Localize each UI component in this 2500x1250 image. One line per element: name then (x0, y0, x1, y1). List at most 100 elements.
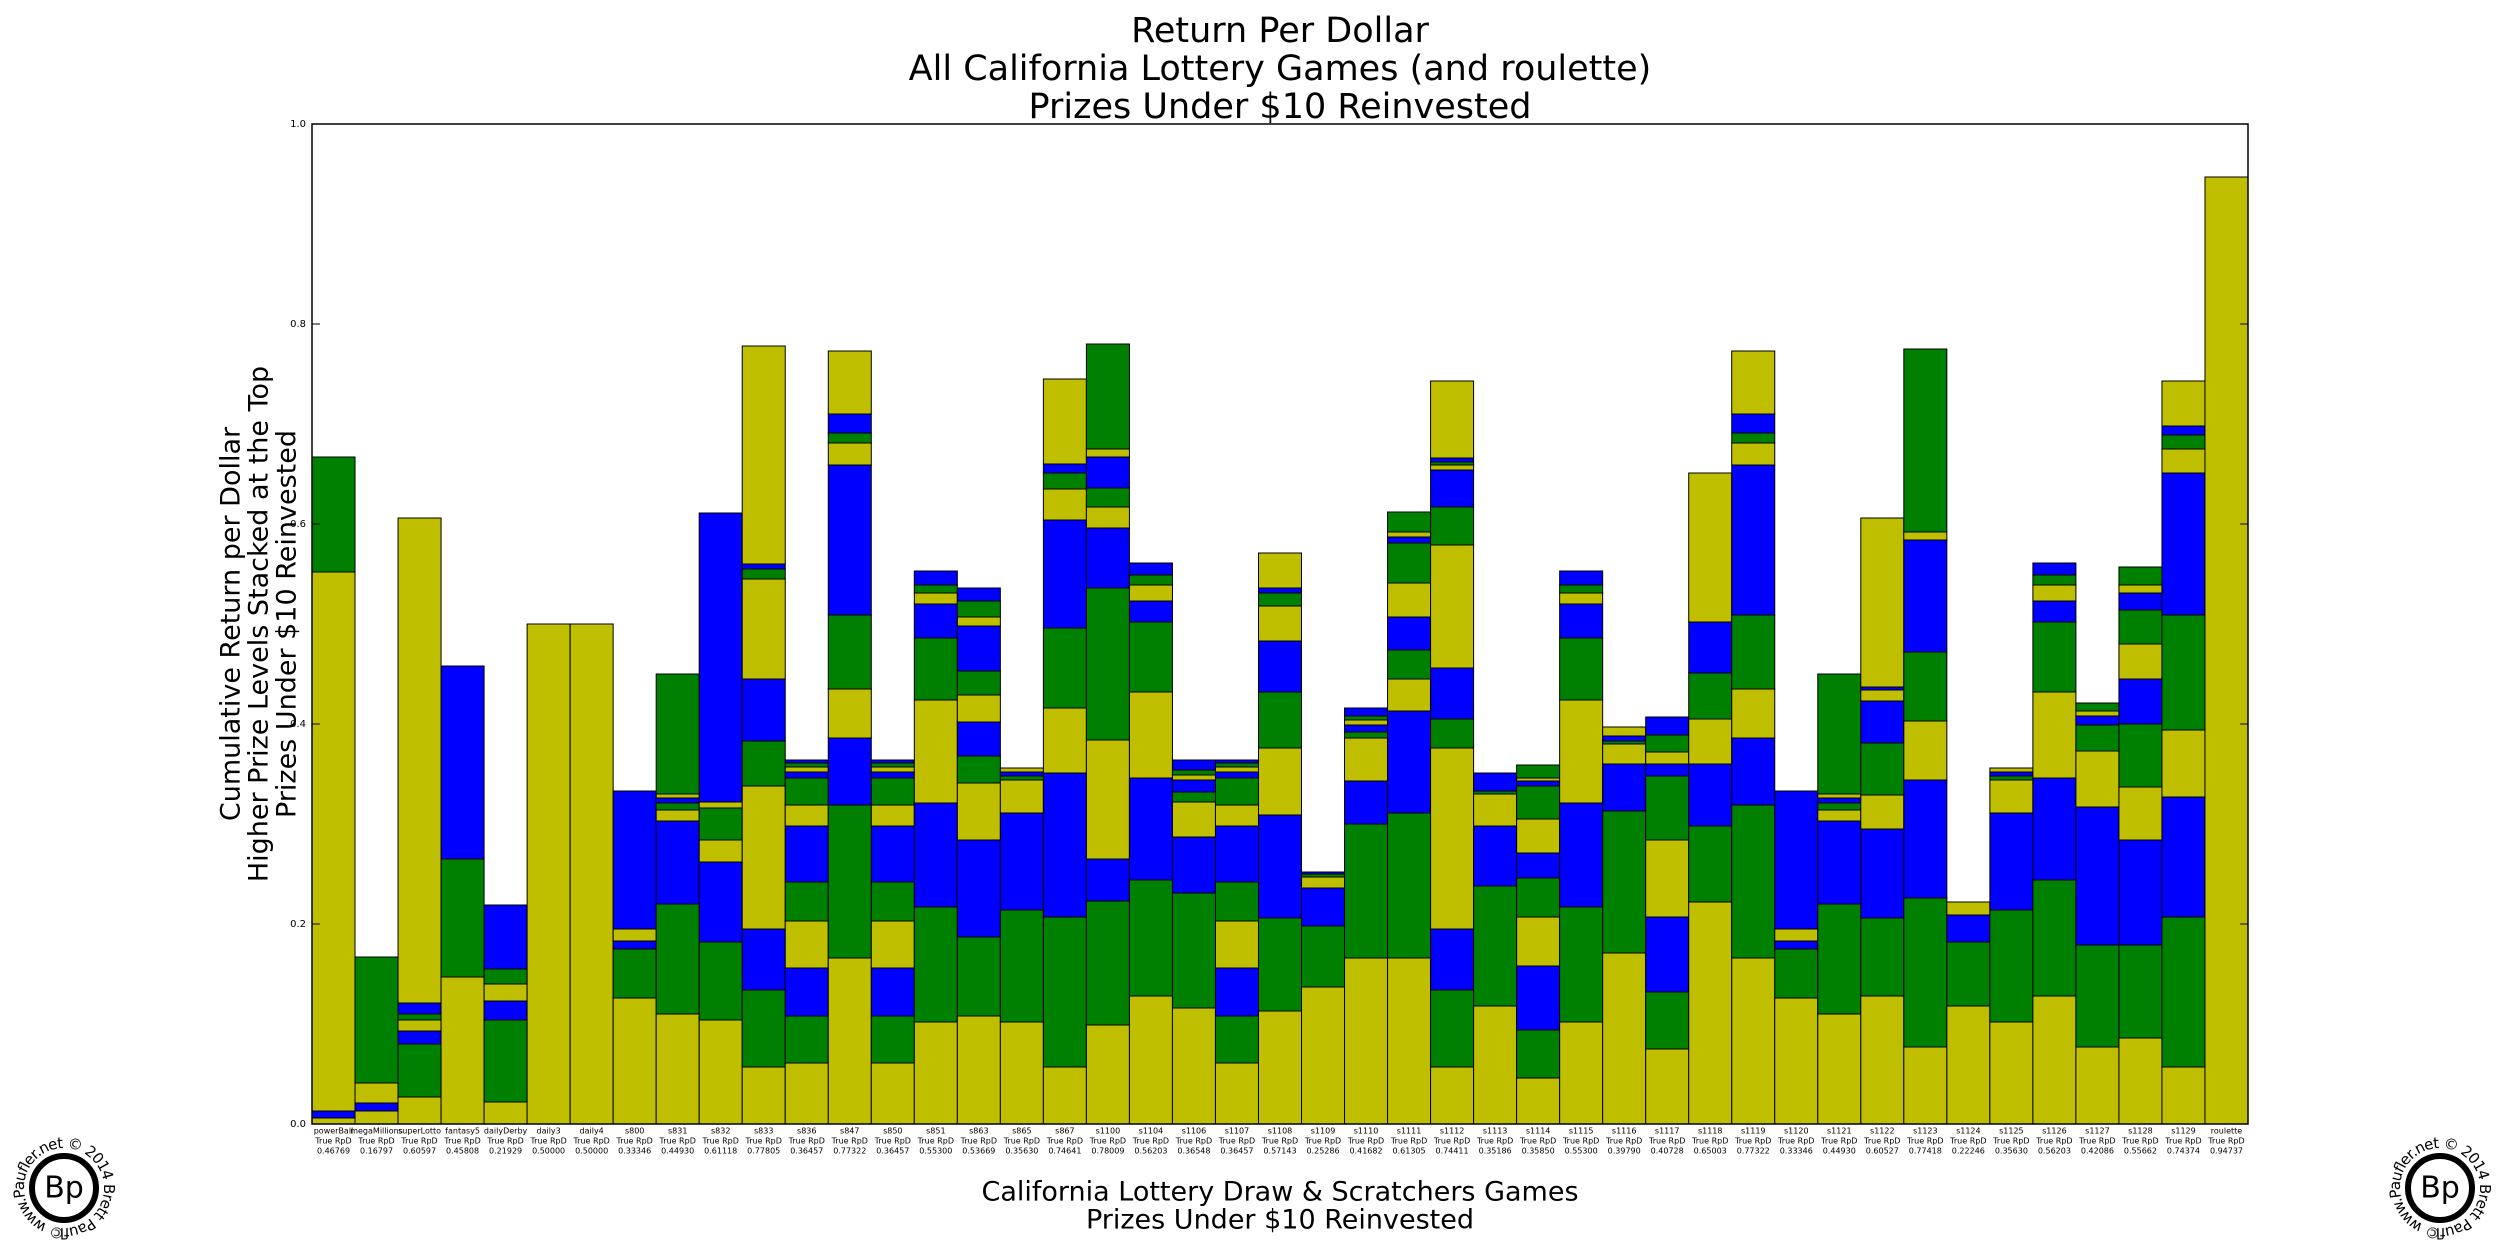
bar-segment (913, 802, 958, 908)
bar-segment (440, 858, 485, 978)
bar-segment (784, 762, 829, 768)
bar-segment (2161, 796, 2206, 918)
x-tick-value: 0.74641 (1048, 1147, 1081, 1156)
bar-segment (1257, 552, 1303, 589)
bar-segment (827, 413, 872, 434)
bar-segment (870, 881, 915, 922)
bar-segment (1645, 763, 1690, 777)
bar-segment (1516, 818, 1561, 854)
x-tick-caption: True RpD (572, 1137, 609, 1146)
bar-segment (2032, 691, 2077, 779)
bar-segment (1860, 828, 1905, 919)
x-tick-caption: True RpD (1476, 1137, 1513, 1146)
bar-segment (1602, 952, 1647, 1125)
watermark-ring: © www.Paufler.net © 2014 Brett Paufler (0, 0, 119, 1243)
bar-segment (1516, 916, 1561, 967)
bar-segment (1042, 472, 1087, 490)
x-tick-value: 0.46769 (317, 1147, 350, 1156)
bar-segment (612, 948, 657, 999)
bar-segment (741, 578, 786, 680)
bar-segment (1774, 940, 1819, 950)
bar-segment (1989, 775, 2034, 781)
x-tick-label: s831 (668, 1127, 687, 1136)
bar-segment (1645, 775, 1690, 841)
bar-segment (1903, 651, 1948, 722)
bar-segment (1042, 519, 1087, 629)
bar-segment (1128, 691, 1173, 779)
bar-segment (741, 345, 786, 565)
bar-segment (956, 625, 1001, 672)
bar-segment (1516, 1077, 1561, 1125)
bar-segment (870, 777, 915, 806)
bar-segment (311, 456, 356, 573)
bar-segment (1903, 897, 1948, 1048)
y-tick-label: 0.6 (290, 519, 306, 530)
x-tick-label: s1114 (1526, 1127, 1551, 1136)
bar-segment (1430, 506, 1475, 546)
bar-segment (1473, 825, 1518, 887)
chart-title: Prizes Under $10 Reinvested (1028, 87, 1531, 127)
bar-segment (354, 1110, 399, 1125)
bar-segment (483, 1019, 528, 1103)
bar-segment (1688, 763, 1733, 827)
bar-segment (483, 904, 528, 970)
x-tick-value: 0.45808 (446, 1147, 479, 1156)
bar-segment (999, 779, 1044, 814)
bar-segment (1473, 772, 1518, 792)
bar-segment (1257, 592, 1303, 607)
y-tick-label: 0.8 (290, 319, 306, 330)
bar-segment (1214, 1062, 1259, 1125)
bar-segment (1731, 442, 1776, 466)
x-tick-label: fantasy5 (445, 1127, 480, 1136)
bar-segment (1817, 797, 1862, 804)
bar-segment (1559, 699, 1604, 804)
bar-segment (1688, 472, 1733, 623)
x-tick-value: 0.78009 (1091, 1147, 1124, 1156)
bar-segment (2161, 472, 2206, 616)
bar-segment (827, 464, 872, 616)
bar-segment (1085, 858, 1130, 902)
bar-segment (1128, 584, 1173, 602)
bar-segment (1559, 570, 1604, 586)
bar-segment (1860, 689, 1905, 702)
bar-segment (483, 983, 528, 1002)
y-axis-label: Higher Prize Levels Stacked at the Top (244, 366, 275, 882)
x-tick-caption: True RpD (2207, 1137, 2244, 1146)
bar-segment (956, 587, 1001, 602)
bar-segment (1903, 779, 1948, 899)
x-tick-caption: True RpD (486, 1137, 523, 1146)
bar-segment (1214, 777, 1259, 806)
x-tick-caption: True RpD (1992, 1137, 2029, 1146)
x-tick-label: s1109 (1311, 1127, 1336, 1136)
bar-segment (1214, 766, 1259, 773)
bar-segment (1387, 531, 1432, 538)
x-tick-label: superLotto (398, 1127, 441, 1136)
bar-segment (741, 928, 786, 991)
bar-segment (1301, 876, 1346, 889)
bar-segment (1387, 678, 1432, 712)
x-tick-caption: True RpD (2164, 1137, 2201, 1146)
x-tick-label: s863 (969, 1127, 988, 1136)
bar-segment (827, 957, 872, 1125)
x-tick-value: 0.55300 (1565, 1147, 1598, 1156)
bar-segment (1387, 812, 1432, 959)
bar-segment (741, 740, 786, 787)
x-tick-label: s1106 (1182, 1127, 1207, 1136)
x-tick-label: s1112 (1440, 1127, 1465, 1136)
bar-segment (1042, 1066, 1087, 1125)
bar-segment (827, 442, 872, 466)
x-tick-caption: True RpD (357, 1137, 394, 1146)
bar-segment (956, 721, 1001, 757)
bar-segment (1214, 920, 1259, 969)
bar-segment (1817, 809, 1862, 822)
bar-segment (1817, 793, 1862, 799)
x-tick-value: 0.61305 (1393, 1147, 1426, 1156)
x-tick-caption: True RpD (1218, 1137, 1255, 1146)
x-tick-caption: True RpD (314, 1137, 351, 1146)
bar-segment (1387, 511, 1432, 533)
bar-segment (698, 512, 743, 803)
x-tick-value: 0.33346 (1780, 1147, 1813, 1156)
bar-segment (784, 1015, 829, 1064)
logo-ring (2405, 1153, 2475, 1223)
